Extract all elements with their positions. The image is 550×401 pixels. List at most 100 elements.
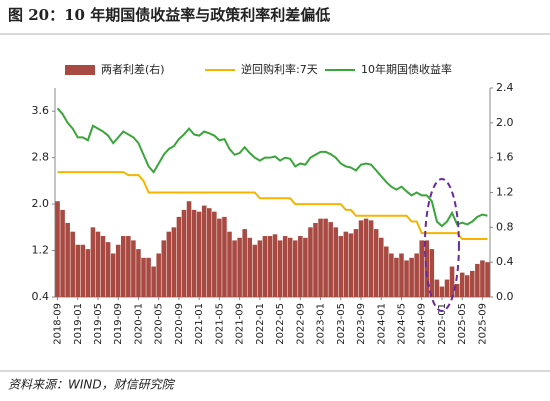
y2-tick-label: 1.2: [496, 186, 514, 199]
bar: [176, 216, 182, 297]
y2-tick-label: 2.0: [496, 116, 514, 129]
bar: [141, 257, 146, 297]
bar: [156, 253, 161, 297]
x-tick-label: 2023-09: [356, 303, 367, 345]
bar: [368, 220, 374, 297]
bar: [247, 237, 253, 297]
x-tick-label: 2019-01: [73, 303, 84, 345]
bar: [201, 205, 207, 297]
bar: [191, 209, 197, 297]
legend-label: 逆回购利率:7天: [241, 62, 318, 76]
bar: [485, 262, 490, 297]
bar: [227, 231, 232, 297]
bar: [237, 237, 242, 297]
x-tick-label: 2021-01: [194, 303, 205, 345]
bar: [404, 260, 409, 297]
x-tick-label: 2022-01: [255, 303, 266, 345]
y2-tick-label: 2.4: [496, 81, 514, 94]
x-tick-label: 2018-09: [53, 303, 64, 345]
bar: [110, 253, 116, 297]
bar: [262, 236, 268, 297]
x-tick-label: 2022-05: [275, 303, 286, 345]
bar: [318, 218, 323, 297]
x-tick-label: 2019-05: [93, 303, 104, 345]
bar: [80, 244, 86, 297]
bar: [459, 272, 465, 297]
bar: [186, 201, 192, 297]
bar: [171, 227, 177, 297]
y-tick-label: 0.4: [32, 290, 50, 303]
bar: [222, 216, 227, 297]
y-tick-label: 2.8: [32, 151, 50, 164]
y2-tick-label: 0.8: [496, 220, 514, 233]
x-tick-label: 2020-05: [154, 303, 165, 345]
bar: [70, 231, 75, 297]
x-tick-label: 2024-09: [417, 303, 428, 345]
bar: [399, 253, 404, 297]
bar: [100, 236, 106, 297]
bar: [429, 249, 435, 297]
bar: [75, 244, 81, 297]
chart-title: 图 20：10 年期国债收益率与政策利率利差偏低: [8, 6, 330, 24]
legend-label: 10年期国债收益率: [361, 62, 452, 76]
x-tick-label: 2024-05: [396, 303, 407, 345]
y-tick-label: 1.2: [32, 244, 50, 257]
bar: [358, 220, 364, 297]
x-tick-label: 2019-09: [113, 303, 124, 345]
bar: [85, 249, 91, 297]
y2-tick-label: 0.4: [496, 255, 514, 268]
bar: [439, 286, 445, 297]
bar: [267, 236, 273, 297]
bar: [363, 218, 369, 297]
bar: [242, 229, 247, 297]
x-tick-label: 2024-01: [376, 303, 387, 345]
bar: [287, 237, 293, 297]
bar: [454, 283, 460, 297]
bar: [434, 279, 440, 297]
bar: [55, 201, 60, 297]
bar: [217, 218, 222, 297]
bar: [449, 266, 455, 297]
bar: [252, 244, 258, 297]
bar: [444, 279, 450, 297]
x-tick-label: 2021-09: [235, 303, 246, 345]
legend-label: 两者利差(右): [101, 62, 165, 76]
bar: [303, 237, 308, 297]
bar: [308, 227, 313, 297]
bar: [146, 257, 151, 297]
bar: [232, 240, 237, 297]
line-series: [56, 107, 488, 228]
bar: [343, 231, 349, 297]
x-tick-label: 2022-09: [295, 303, 306, 345]
bar: [282, 236, 288, 297]
bar: [338, 236, 344, 297]
x-tick-label: 2025-05: [457, 303, 468, 345]
x-tick-label: 2020-01: [133, 303, 144, 345]
bar: [394, 257, 399, 297]
bar: [115, 244, 121, 297]
bar: [131, 240, 136, 297]
bar: [470, 270, 475, 297]
bar: [161, 240, 167, 297]
bar: [212, 211, 217, 297]
bar: [328, 222, 333, 297]
y-tick-label: 3.6: [32, 104, 50, 117]
bar: [378, 237, 384, 297]
bar: [464, 275, 470, 297]
bar: [136, 249, 141, 297]
highlight-ellipse: [423, 178, 460, 312]
bar: [348, 233, 354, 297]
x-tick-label: 2021-05: [214, 303, 225, 345]
bar: [90, 227, 96, 297]
bar: [298, 236, 303, 297]
bar: [333, 227, 339, 297]
legend-swatch: [65, 65, 95, 75]
line-series: [57, 171, 488, 240]
bar: [126, 236, 131, 297]
bar: [409, 257, 414, 297]
bar: [206, 208, 212, 297]
bar: [313, 222, 318, 297]
bar: [121, 236, 126, 297]
bar: [151, 266, 156, 297]
bar: [166, 231, 172, 297]
